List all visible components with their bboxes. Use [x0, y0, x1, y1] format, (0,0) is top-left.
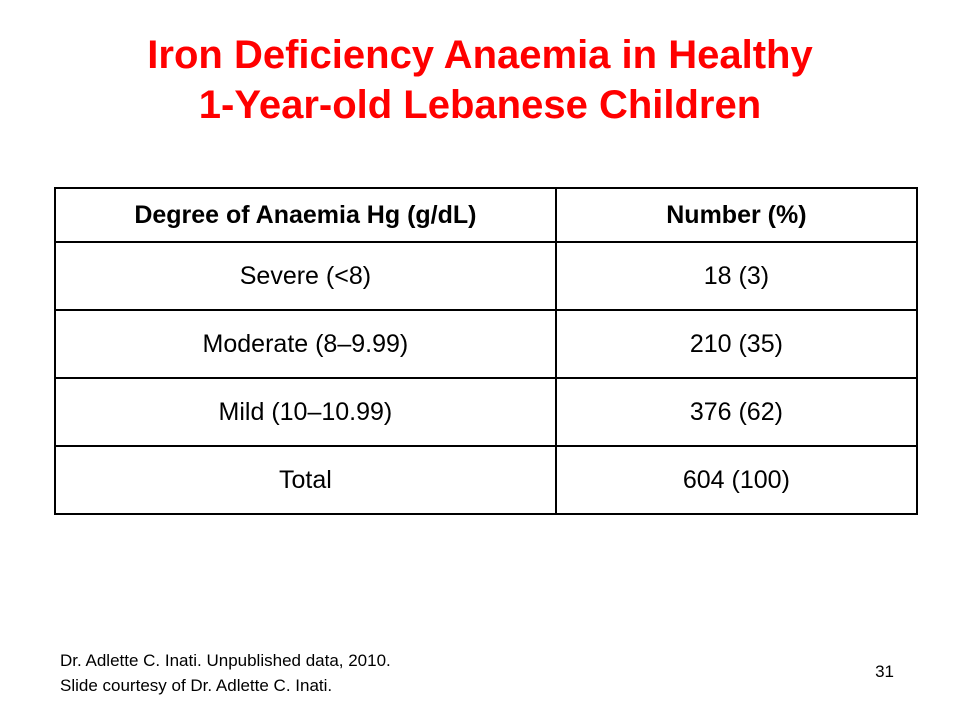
table-row: Mild (10–10.99) 376 (62) [54, 377, 919, 447]
degree-cell: Mild (10–10.99) [54, 377, 557, 447]
degree-cell: Total [54, 445, 557, 515]
table-row: Total 604 (100) [54, 445, 919, 515]
anaemia-table: Degree of Anaemia Hg (g/dL) Number (%) S… [54, 187, 919, 515]
table-row: Severe (<8) 18 (3) [54, 241, 919, 311]
number-cell: 604 (100) [554, 445, 919, 515]
slide-title-line-1: Iron Deficiency Anaemia in Healthy [147, 33, 813, 77]
column-header-degree: Degree of Anaemia Hg (g/dL) [54, 187, 557, 243]
degree-cell: Moderate (8–9.99) [54, 309, 557, 379]
citation-line-2: Slide courtesy of Dr. Adlette C. Inati. [60, 676, 333, 695]
slide-title-line-2: 1-Year-old Lebanese Children [198, 83, 762, 127]
table-header-row: Degree of Anaemia Hg (g/dL) Number (%) [54, 187, 919, 243]
slide-title: Iron Deficiency Anaemia in Healthy 1-Yea… [0, 30, 960, 130]
degree-cell: Severe (<8) [54, 241, 557, 311]
citation-line-1: Dr. Adlette C. Inati. Unpublished data, … [60, 651, 391, 670]
column-header-number: Number (%) [554, 187, 919, 243]
number-cell: 18 (3) [554, 241, 919, 311]
citation-footnote: Dr. Adlette C. Inati. Unpublished data, … [60, 648, 391, 698]
number-cell: 376 (62) [554, 377, 919, 447]
table-row: Moderate (8–9.99) 210 (35) [54, 309, 919, 379]
number-cell: 210 (35) [554, 309, 919, 379]
page-number: 31 [875, 662, 894, 681]
